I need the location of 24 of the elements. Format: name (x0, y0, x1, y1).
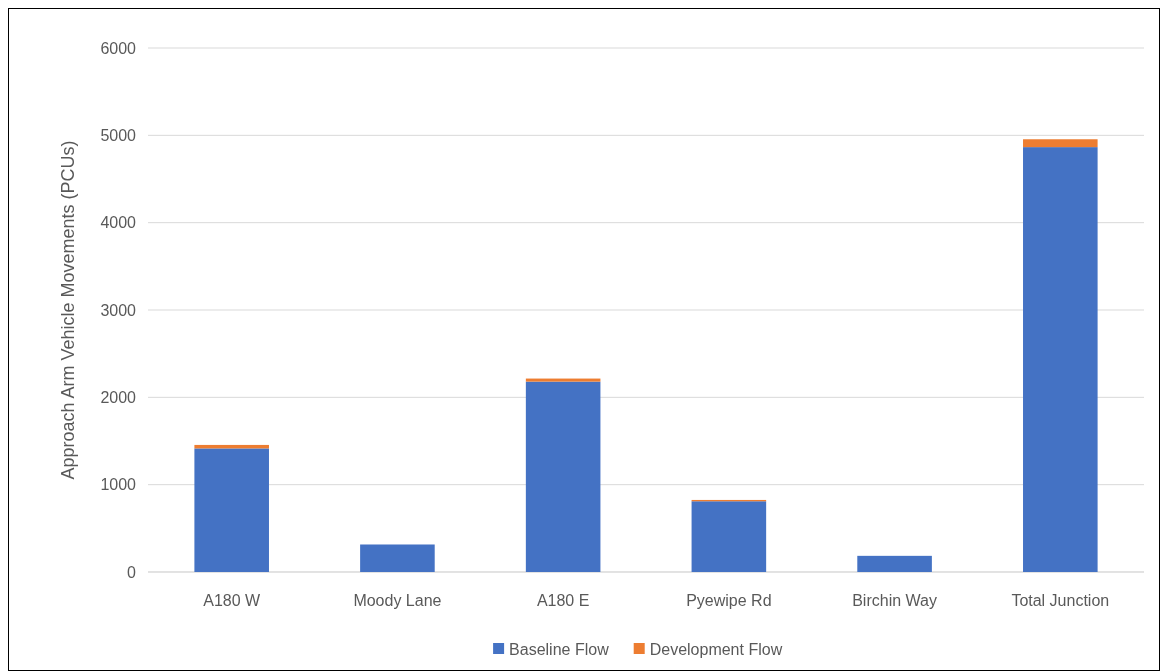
y-tick-label: 1000 (100, 476, 137, 494)
y-tick-label: 6000 (100, 39, 137, 57)
y-tick-label: 2000 (100, 388, 137, 406)
x-tick-label: Total Junction (1011, 592, 1110, 609)
y-tick-label: 4000 (100, 214, 137, 232)
bar (857, 555, 932, 572)
legend-label: Baseline Flow (509, 640, 610, 658)
bar (691, 501, 767, 572)
x-tick-label: Pyewipe Rd (686, 592, 772, 609)
bar (360, 544, 435, 572)
bar (194, 448, 269, 572)
bar (525, 378, 601, 382)
y-axis-title: Approach Arm Vehicle Movements (PCUs) (58, 140, 78, 480)
x-tick-label: A180 E (536, 592, 590, 609)
x-tick-label: Birchin Way (852, 592, 937, 609)
x-tick-label: Moody Lane (353, 592, 442, 609)
x-tick-label: A180 W (203, 592, 262, 609)
bar (1023, 139, 1098, 148)
bar (525, 381, 601, 572)
bar (1023, 147, 1098, 572)
y-tick-label: 5000 (100, 126, 137, 144)
legend-label: Development Flow (649, 640, 783, 658)
y-tick-label: 0 (127, 563, 137, 581)
y-tick-label: 3000 (100, 301, 137, 319)
